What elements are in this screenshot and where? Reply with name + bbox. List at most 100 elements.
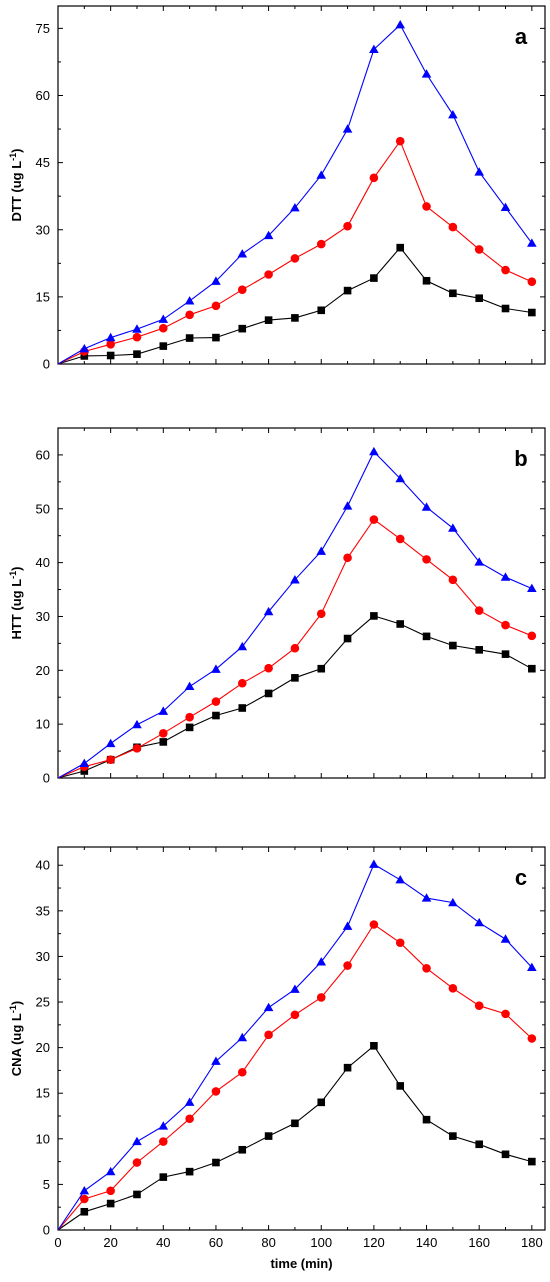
data-point-circle <box>132 744 142 753</box>
x-tick-label: 40 <box>156 1235 170 1250</box>
data-point-square <box>80 352 89 360</box>
data-point-circle <box>395 136 405 146</box>
y-axis-title-end: ) <box>9 148 24 152</box>
y-axis-title-main: CNA (ug L <box>9 1013 24 1076</box>
data-point-circle <box>474 606 484 615</box>
data-point-square <box>396 1082 405 1090</box>
data-point-triangle <box>369 859 379 868</box>
series-circle <box>57 920 537 1231</box>
data-point-triangle <box>448 109 458 119</box>
series-line-triangle <box>57 450 533 779</box>
data-point-triangle <box>105 738 116 748</box>
data-point-square <box>449 289 457 298</box>
series-triangle <box>57 446 537 779</box>
data-point-circle <box>395 938 405 948</box>
data-point-square <box>528 308 536 317</box>
data-point-circle <box>185 712 194 722</box>
data-point-circle <box>316 239 326 249</box>
plot-frame <box>57 846 546 1231</box>
data-point-square <box>133 350 141 358</box>
data-point-square <box>133 1190 141 1199</box>
y-tick-label: 45 <box>36 155 50 170</box>
x-tick-label: 180 <box>521 1235 543 1250</box>
data-point-triangle <box>448 523 458 532</box>
data-point-square <box>212 1158 220 1167</box>
data-point-circle <box>343 553 352 563</box>
data-point-square <box>159 342 168 350</box>
data-point-triangle <box>527 962 537 971</box>
data-point-triangle <box>237 1032 248 1042</box>
data-point-circle <box>158 1137 168 1146</box>
y-tick-label: 0 <box>43 1223 50 1238</box>
x-tick-label: 160 <box>468 1235 490 1250</box>
series-line-triangle <box>57 23 533 365</box>
data-point-square <box>264 689 273 698</box>
y-axis-title: DTT (ug L-1) <box>8 148 24 221</box>
series-circle <box>57 515 537 779</box>
panel-letter: c <box>515 865 527 890</box>
data-point-triangle <box>474 167 484 176</box>
panel-b: 0 10 20 30 40 50 60 HTT (ug L-1) b <box>8 427 546 786</box>
data-point-circle <box>290 254 300 263</box>
data-point-triangle <box>474 917 484 927</box>
data-point-triangle <box>500 934 511 943</box>
panel-letter: a <box>515 24 528 49</box>
y-tick-label: 20 <box>36 663 50 678</box>
data-point-square <box>370 1041 378 1050</box>
data-point-square <box>238 704 247 712</box>
y-axis-title-superscript: -1 <box>8 153 18 161</box>
data-point-triangle <box>184 296 195 305</box>
data-point-circle <box>448 575 458 585</box>
y-tick-label: 50 <box>36 501 50 516</box>
data-point-square <box>422 276 431 285</box>
data-point-square <box>212 711 220 720</box>
data-point-triangle <box>527 583 537 593</box>
data-point-circle <box>237 678 247 688</box>
series-line-square <box>57 246 532 365</box>
y-axis-title-end: ) <box>9 1001 24 1005</box>
data-point-triangle <box>395 473 406 483</box>
data-point-circle <box>316 993 326 1002</box>
data-point-triangle <box>184 681 195 691</box>
data-point-circle <box>211 301 221 311</box>
data-point-triangle <box>211 664 221 673</box>
data-point-square <box>291 314 299 322</box>
data-point-triangle <box>290 203 300 212</box>
data-point-circle <box>501 265 510 275</box>
data-point-triangle <box>105 332 116 342</box>
series-triangle <box>57 859 537 1231</box>
y-tick-label: 40 <box>36 858 50 873</box>
data-point-circle <box>211 1087 221 1096</box>
data-point-triangle <box>79 343 90 353</box>
data-point-square <box>185 723 194 732</box>
data-point-square <box>370 274 378 282</box>
data-point-triangle <box>474 557 484 566</box>
data-point-square <box>238 1145 247 1154</box>
data-point-square <box>159 1173 168 1181</box>
data-point-circle <box>474 1001 484 1010</box>
data-point-square <box>238 324 247 333</box>
data-point-triangle <box>211 1056 221 1065</box>
y-axis-title-superscript: -1 <box>8 1005 18 1013</box>
data-point-triangle <box>132 1136 142 1146</box>
data-point-circle <box>264 663 273 673</box>
data-point-square <box>264 1132 273 1140</box>
y-tick-label: 0 <box>43 357 50 372</box>
data-point-triangle <box>395 875 406 884</box>
data-point-square <box>528 1157 536 1166</box>
series-line-circle <box>57 139 533 365</box>
data-point-circle <box>211 697 221 706</box>
x-tick-label: 0 <box>54 1235 61 1250</box>
data-point-square <box>317 306 326 315</box>
y-tick-label: 60 <box>36 88 50 103</box>
data-point-circle <box>185 310 194 320</box>
series-square <box>57 612 536 779</box>
data-point-circle <box>527 277 537 286</box>
data-point-circle <box>474 245 484 254</box>
panel-c: 0 20 40 60 80 100 120 140 160 180 time (min) 0 5 10 15… <box>8 846 546 1271</box>
panel-letter: b <box>514 446 527 471</box>
x-tick-label: 20 <box>103 1235 117 1250</box>
y-tick-label: 30 <box>36 949 50 964</box>
data-point-circle <box>132 332 142 342</box>
data-point-circle <box>237 1067 247 1077</box>
